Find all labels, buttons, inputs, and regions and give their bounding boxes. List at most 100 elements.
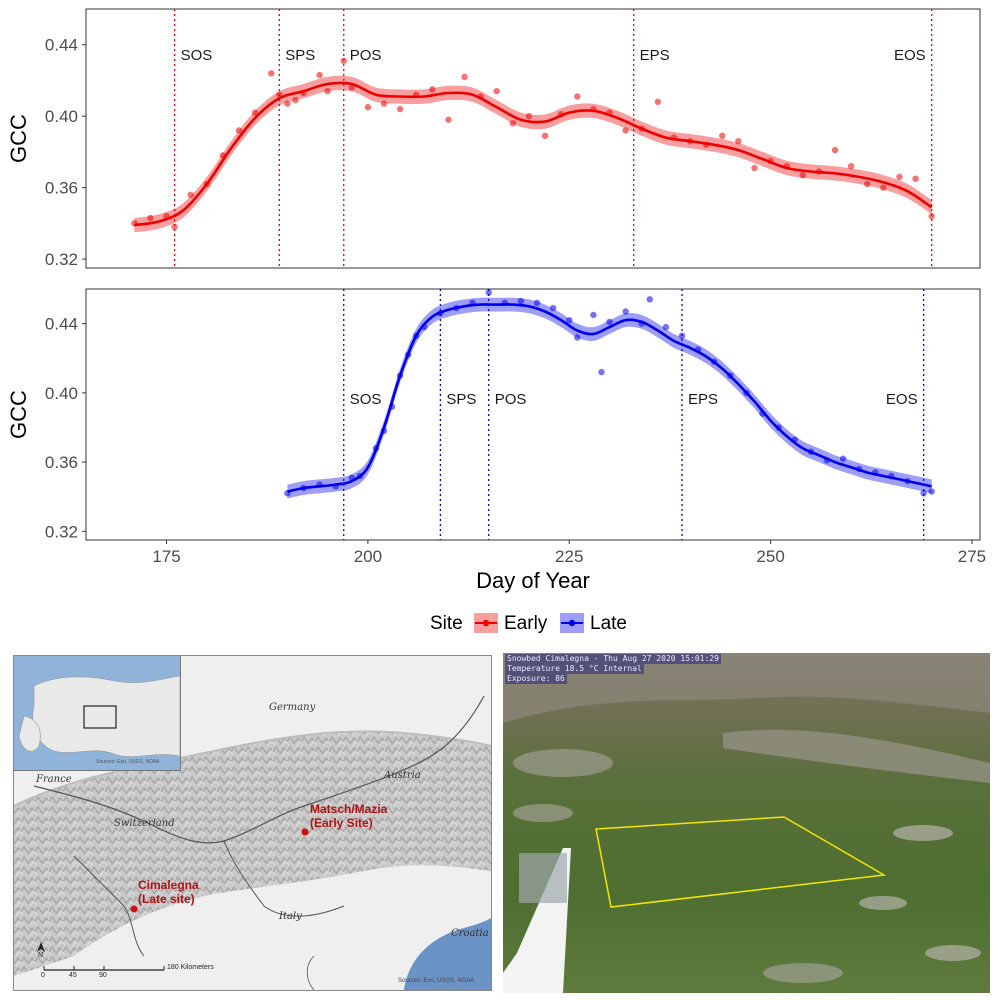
legend-title: Site	[430, 613, 463, 634]
panel-early: 0.32 0.36 0.40 0.44 GCC SOS SPS POS EPS EOS	[6, 8, 981, 269]
event-label-eps: EPS	[640, 47, 670, 64]
data-point	[622, 308, 629, 315]
legend-key-point	[568, 619, 576, 627]
event-label-eos: EOS	[886, 391, 918, 408]
x-axis-label: Day of Year	[476, 568, 590, 593]
event-label-sos: SOS	[350, 391, 382, 408]
panel-late: 0.32 0.36 0.40 0.44 GCC 175 200 225 250 275 Day of…	[6, 288, 986, 593]
data-point	[920, 490, 927, 497]
map-credit: Sources: Esri, USGS, NOAA	[398, 978, 475, 984]
y-tick-label: 0.36	[45, 453, 78, 472]
data-point	[928, 213, 935, 220]
late-site-label: Cimalegna (Late site)	[138, 878, 199, 906]
smooth-line	[287, 303, 932, 493]
y-tick-label: 0.44	[45, 315, 78, 334]
data-point	[509, 120, 517, 127]
data-point	[678, 332, 686, 339]
y-tick-label: 0.36	[45, 179, 78, 198]
event-label-sps: SPS	[446, 391, 476, 408]
data-point	[445, 116, 452, 123]
panel-border	[85, 8, 981, 269]
event-label-eos: EOS	[894, 47, 926, 64]
x-tick-label: 275	[958, 547, 986, 566]
event-label-sos: SOS	[181, 47, 213, 64]
data-point	[429, 86, 436, 93]
data-point	[751, 164, 758, 172]
event-label-sps: SPS	[285, 47, 315, 64]
inset-caption: Sources: Esri, USGS, NOAA	[96, 759, 160, 765]
data-point	[235, 127, 243, 134]
data-point	[364, 104, 372, 111]
data-point	[831, 146, 839, 154]
data-point	[799, 171, 807, 179]
scale-label-0: 0	[41, 972, 45, 979]
country-label-switzerland: Switzerland	[114, 818, 175, 829]
y-tick-label: 0.40	[45, 384, 78, 403]
data-point	[590, 311, 597, 319]
event-label-pos: POS	[495, 391, 527, 408]
x-tick-label: 175	[152, 547, 180, 566]
data-point	[348, 84, 355, 91]
legend: Site Early Late	[430, 613, 627, 634]
event-label-pos: POS	[350, 47, 382, 64]
country-label-croatia: Croatia	[451, 928, 489, 939]
scale-label-90: 90	[99, 972, 107, 979]
panel-border	[85, 288, 981, 541]
data-point	[896, 173, 903, 181]
country-label-france: France	[36, 774, 72, 785]
north-arrow-label: N	[38, 952, 44, 959]
data-point	[340, 57, 347, 64]
data-point	[284, 100, 291, 107]
legend-key-point	[482, 619, 490, 627]
data-point	[606, 318, 613, 326]
data-point	[719, 132, 726, 140]
x-tick-label: 200	[354, 547, 382, 566]
data-point	[928, 488, 935, 495]
data-point	[912, 175, 919, 182]
late-site-marker	[130, 905, 138, 913]
data-point	[316, 71, 323, 79]
data-point	[517, 297, 525, 305]
data-point	[654, 98, 662, 106]
data-point	[598, 368, 605, 376]
data-point	[646, 296, 653, 303]
data-point	[292, 96, 299, 104]
data-point	[622, 127, 629, 134]
data-point	[533, 299, 541, 307]
data-point	[485, 289, 492, 296]
country-label-italy: Italy	[279, 911, 302, 922]
data-point	[847, 162, 855, 170]
data-point	[574, 334, 581, 341]
legend-label-early: Early	[504, 613, 548, 634]
x-tick-label: 225	[555, 547, 583, 566]
scale-label-180: 180 Kilometers	[167, 964, 214, 971]
data-point	[662, 323, 670, 331]
camera-overlay-temperature: Temperature 18.5 °C Internal	[505, 664, 644, 674]
y-axis-label: GCC	[6, 390, 31, 439]
data-point	[268, 70, 275, 77]
data-point	[324, 87, 331, 95]
data-point	[171, 223, 178, 231]
smooth-line	[134, 81, 933, 227]
data-point	[380, 100, 388, 107]
data-point	[574, 93, 581, 100]
data-point	[187, 191, 194, 198]
early-site-marker	[301, 828, 309, 836]
x-tick-label: 250	[756, 547, 784, 566]
data-point	[525, 112, 533, 120]
y-tick-label: 0.44	[45, 36, 78, 55]
scale-label-45: 45	[69, 972, 77, 979]
data-point	[864, 180, 871, 188]
data-point	[541, 132, 549, 140]
data-point	[493, 87, 500, 95]
data-point	[251, 109, 259, 116]
camera-overlay-title: Snowbed Cimalegna - Thu Aug 27 2020 15:0…	[505, 654, 721, 664]
inset-map: Sources: Esri, USGS, NOAA	[14, 656, 181, 771]
data-point	[735, 137, 742, 145]
y-axis-label: GCC	[6, 114, 31, 163]
camera-photo: Snowbed Cimalegna - Thu Aug 27 2020 15:0…	[503, 653, 990, 993]
data-point	[839, 455, 847, 462]
photo-scene	[503, 653, 990, 993]
data-point	[147, 214, 154, 222]
study-area-map: Sources: Esri, USGS, NOAA Germany Austri…	[13, 655, 492, 991]
